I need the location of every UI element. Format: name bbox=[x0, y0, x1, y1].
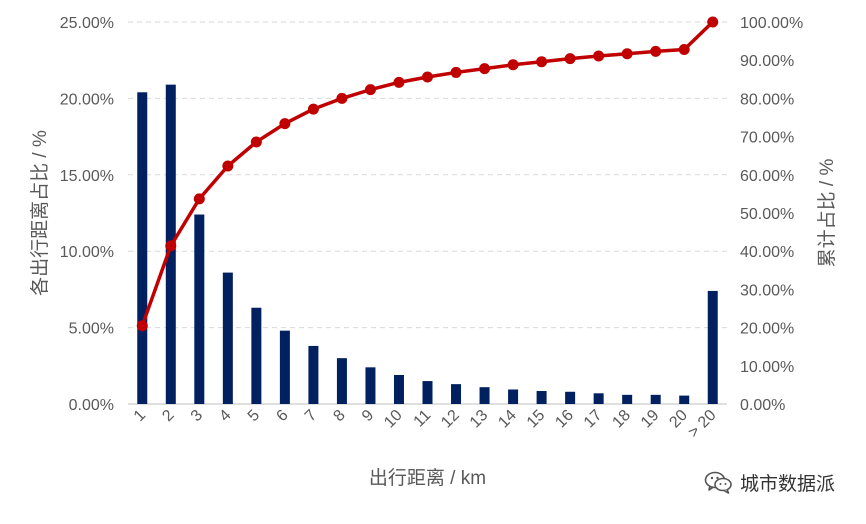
x-tick-label: 1 bbox=[131, 407, 149, 425]
x-tick-label: 15 bbox=[524, 407, 549, 432]
bar bbox=[279, 330, 290, 404]
line-point bbox=[250, 136, 262, 148]
line-point bbox=[364, 84, 376, 96]
bar bbox=[593, 393, 604, 404]
line-point bbox=[422, 71, 433, 83]
x-tick-label: 9 bbox=[359, 407, 377, 425]
y2-tick-label: 50.00% bbox=[740, 206, 794, 223]
line-point bbox=[678, 44, 690, 56]
x-tick-label: 17 bbox=[581, 407, 606, 432]
x-tick-label: 3 bbox=[188, 407, 206, 425]
bar bbox=[707, 290, 718, 404]
y-tick-label: 10.00% bbox=[60, 244, 114, 261]
wechat-icon bbox=[704, 471, 732, 494]
line-point bbox=[593, 50, 605, 62]
line-point bbox=[564, 53, 576, 65]
y2-tick-label: 0.00% bbox=[740, 397, 785, 414]
y2-tick-label: 20.00% bbox=[740, 321, 794, 338]
x-tick-label: 4 bbox=[216, 407, 234, 425]
line-point bbox=[536, 56, 548, 68]
bar bbox=[650, 394, 661, 404]
line-point bbox=[507, 59, 519, 71]
line-point bbox=[307, 103, 319, 115]
line-point bbox=[707, 16, 719, 28]
x-tick-label: > 20 bbox=[685, 407, 719, 441]
bar bbox=[679, 395, 690, 404]
bar bbox=[451, 384, 462, 404]
bar bbox=[222, 272, 233, 404]
bar bbox=[508, 389, 519, 404]
bar bbox=[622, 394, 633, 404]
x-tick-label: 18 bbox=[609, 407, 634, 432]
line-point bbox=[222, 160, 234, 172]
x-tick-label: 7 bbox=[302, 407, 320, 425]
bar bbox=[393, 374, 404, 404]
x-tick-label: 19 bbox=[638, 407, 663, 432]
line-point bbox=[621, 48, 633, 60]
y2-tick-label: 30.00% bbox=[740, 282, 794, 299]
x-tick-label: 12 bbox=[438, 407, 463, 432]
bar bbox=[194, 214, 205, 404]
x-tick-label: 6 bbox=[273, 407, 291, 425]
y-tick-label: 20.00% bbox=[60, 91, 114, 108]
watermark: 城市数据派 bbox=[704, 467, 835, 497]
bar bbox=[336, 358, 347, 404]
x-tick-label: 10 bbox=[381, 407, 406, 432]
y-tick-label: 0.00% bbox=[69, 397, 114, 414]
y2-tick-label: 100.00% bbox=[740, 15, 803, 32]
x-tick-label: 2 bbox=[159, 407, 177, 425]
bar bbox=[308, 345, 319, 404]
y-axis-title: 各出行距离占比 / % bbox=[29, 130, 51, 296]
y-tick-label: 25.00% bbox=[60, 15, 114, 32]
x-tick-label: 8 bbox=[330, 407, 348, 425]
bar bbox=[536, 391, 547, 404]
line-point bbox=[136, 320, 148, 332]
x-axis-title: 出行距离 / km bbox=[369, 467, 486, 489]
x-tick-label: 16 bbox=[552, 407, 577, 432]
y-tick-label: 5.00% bbox=[69, 321, 114, 338]
x-tick-label: 14 bbox=[495, 407, 520, 432]
line-point bbox=[336, 92, 348, 104]
bar bbox=[365, 367, 376, 404]
line-point bbox=[650, 45, 662, 57]
y2-tick-label: 60.00% bbox=[740, 168, 794, 185]
line-point bbox=[193, 193, 205, 205]
bar bbox=[565, 391, 576, 404]
y2-tick-label: 90.00% bbox=[740, 53, 794, 70]
x-tick-label: 11 bbox=[411, 407, 435, 431]
bar bbox=[137, 92, 148, 405]
y2-axis-title: 累计占比 / % bbox=[816, 159, 838, 268]
line-point bbox=[479, 63, 491, 75]
line-point bbox=[279, 118, 291, 130]
bar bbox=[479, 387, 490, 404]
watermark-text: 城市数据派 bbox=[740, 472, 836, 495]
y2-tick-label: 80.00% bbox=[740, 91, 794, 108]
y2-tick-label: 10.00% bbox=[740, 359, 794, 376]
bar bbox=[422, 381, 433, 404]
line-point bbox=[450, 66, 462, 78]
line-point bbox=[393, 76, 405, 88]
line-point bbox=[165, 240, 177, 252]
y2-tick-label: 40.00% bbox=[740, 244, 794, 261]
bar bbox=[251, 307, 262, 404]
x-tick-label: 5 bbox=[245, 407, 263, 425]
x-tick-label: 13 bbox=[467, 407, 492, 432]
y2-tick-label: 70.00% bbox=[740, 130, 794, 147]
y-tick-label: 15.00% bbox=[60, 168, 114, 185]
